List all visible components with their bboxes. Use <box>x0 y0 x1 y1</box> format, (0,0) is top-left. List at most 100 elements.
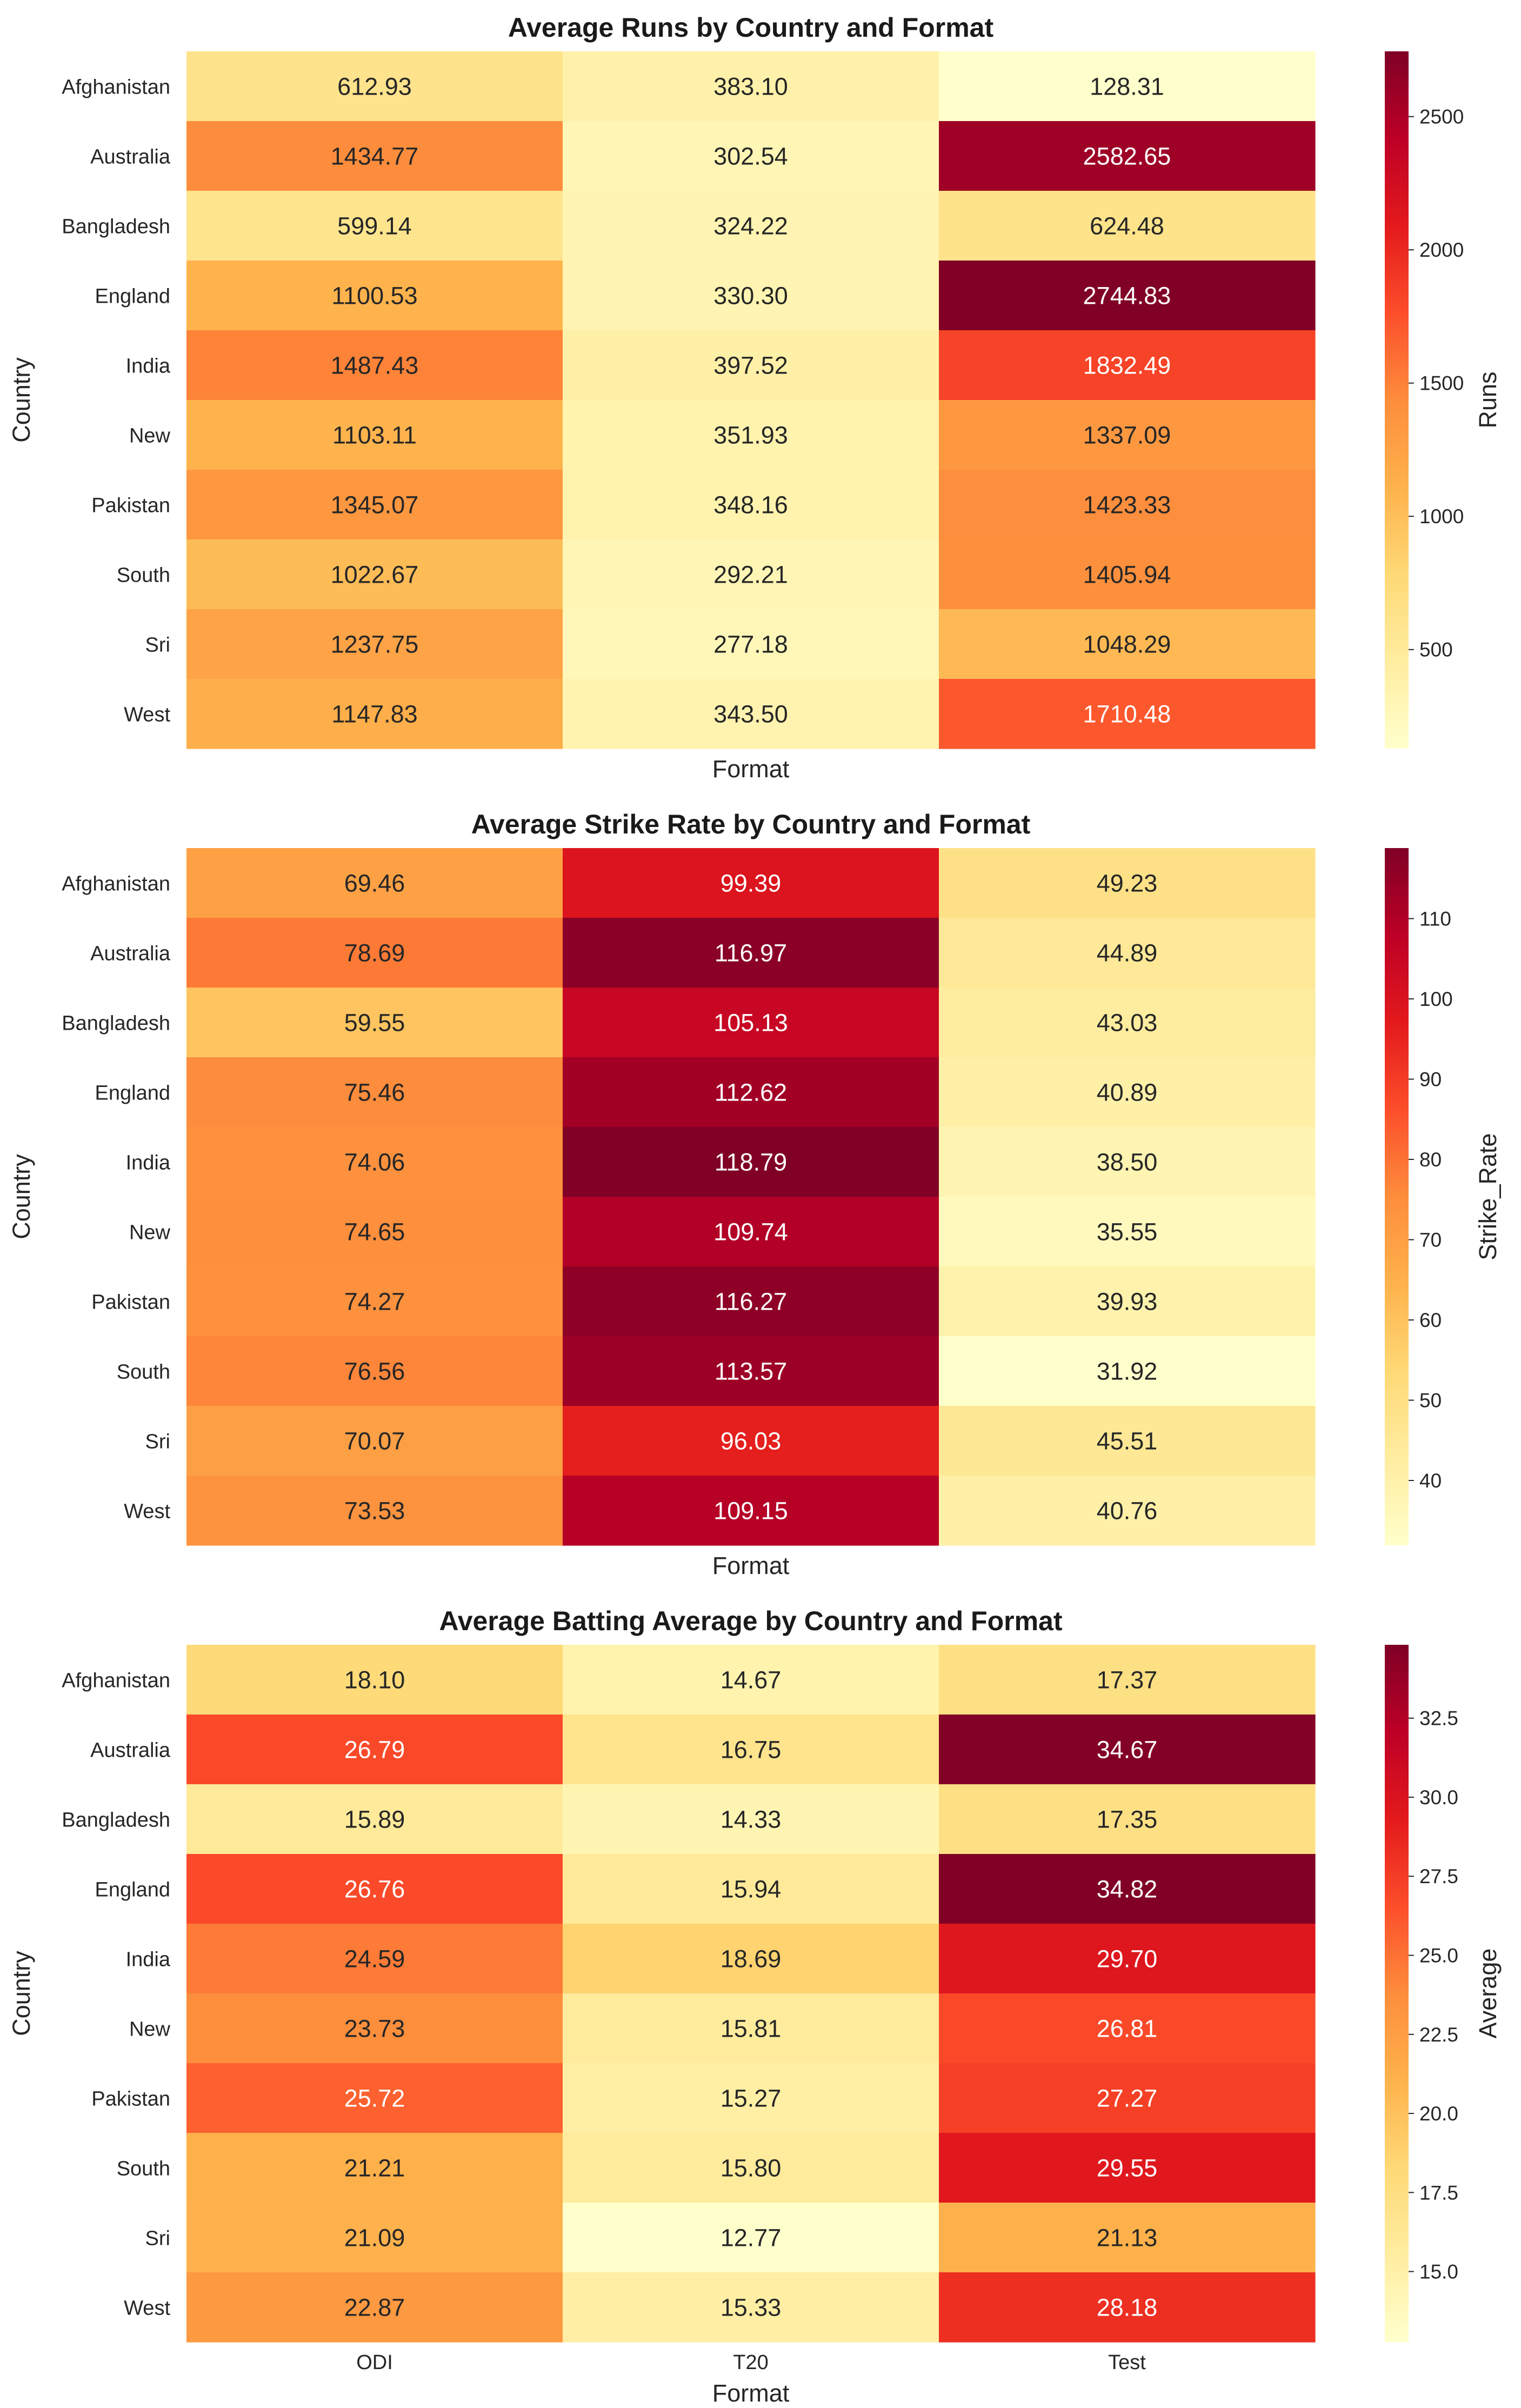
cell-value-label: 105.13 <box>713 1009 788 1037</box>
cell-value-label: 29.70 <box>1097 1945 1158 1973</box>
cell-value-label: 29.55 <box>1097 2154 1158 2182</box>
colorbar-tick-label: 50 <box>1419 1390 1442 1412</box>
y-tick-label: Australia <box>90 943 171 965</box>
heatmap-cell <box>563 1476 939 1546</box>
heatmap-panel-1: Average Runs by Country and Format 612.93… <box>8 12 1502 783</box>
heatmap-cell <box>939 1406 1316 1476</box>
colorbar-tick-label: 32.5 <box>1419 1707 1458 1730</box>
cell-value-label: 348.16 <box>713 491 788 519</box>
x-tick-label: T20 <box>733 2351 768 2374</box>
y-tick-label: Pakistan <box>91 2088 170 2111</box>
y-tick-label: Afghanistan <box>62 873 170 896</box>
heatmap-cell <box>939 51 1316 122</box>
heatmap-cell <box>563 1336 939 1406</box>
heatmap-cell <box>186 1854 563 1924</box>
y-tick-label: Afghanistan <box>62 76 170 99</box>
colorbar-tick-label: 22.5 <box>1419 2024 1458 2046</box>
heatmap-cell <box>563 121 939 191</box>
y-tick-label: South <box>117 2158 170 2180</box>
heatmap-cell <box>186 1924 563 1994</box>
heatmap-cell <box>186 400 563 470</box>
heatmap-cell <box>186 1266 563 1337</box>
y-tick-label: India <box>126 355 171 378</box>
heatmap-cell <box>563 2203 939 2273</box>
heatmap-cell <box>563 1127 939 1197</box>
cell-value-label: 18.69 <box>721 1945 782 1973</box>
heatmap-cell <box>563 679 939 749</box>
y-tick-label: New <box>129 425 171 448</box>
cell-value-label: 1022.67 <box>331 561 419 589</box>
heatmap-cell <box>939 1993 1316 2064</box>
heatmap-cell <box>186 261 563 331</box>
cell-value-label: 34.82 <box>1097 1876 1158 1903</box>
cell-value-label: 74.27 <box>344 1288 405 1316</box>
colorbar <box>1385 1645 1409 2342</box>
heatmap-cell <box>563 1784 939 1855</box>
cell-value-label: 49.23 <box>1097 870 1158 897</box>
cell-value-label: 15.27 <box>721 2085 782 2112</box>
cell-value-label: 15.94 <box>721 1876 782 1903</box>
heatmap-cell <box>563 470 939 540</box>
heatmap-cell <box>563 2063 939 2133</box>
x-axis-label: Format <box>712 2379 790 2407</box>
cell-value-label: 21.09 <box>344 2224 405 2252</box>
colorbar-tick-label: 27.5 <box>1419 1865 1458 1887</box>
cell-value-label: 397.52 <box>713 352 788 379</box>
cell-value-label: 277.18 <box>713 631 788 658</box>
cell-value-label: 70.07 <box>344 1428 405 1455</box>
heatmap-cell <box>186 1993 563 2064</box>
y-tick-label: Australia <box>90 1739 171 1762</box>
cell-value-label: 21.21 <box>344 2154 405 2182</box>
heatmap-cell <box>563 261 939 331</box>
heatmap-cell <box>939 539 1316 610</box>
cell-value-label: 39.93 <box>1097 1288 1158 1316</box>
heatmap-cell <box>186 191 563 261</box>
heatmap-cell <box>939 2272 1316 2343</box>
cell-value-label: 1832.49 <box>1083 352 1171 379</box>
cell-value-label: 383.10 <box>713 73 788 101</box>
cell-value-label: 112.62 <box>715 1079 787 1106</box>
heatmap-cell <box>186 1715 563 1785</box>
cell-value-label: 128.31 <box>1090 73 1164 101</box>
cell-value-label: 292.21 <box>713 561 788 589</box>
y-tick-label: England <box>95 1082 170 1105</box>
heatmap-cell <box>563 51 939 122</box>
cell-value-label: 12.77 <box>721 2224 782 2252</box>
heatmap-cell <box>186 1645 563 1715</box>
heatmap-cell <box>939 1127 1316 1197</box>
heatmap-cell <box>563 191 939 261</box>
heatmap-cell <box>563 2272 939 2343</box>
cell-value-label: 109.74 <box>713 1218 788 1246</box>
heatmap-cell <box>939 2203 1316 2273</box>
cell-value-label: 116.27 <box>715 1288 787 1316</box>
cell-value-label: 78.69 <box>344 939 405 967</box>
cell-value-label: 23.73 <box>344 2015 405 2043</box>
y-tick-label: England <box>95 285 170 308</box>
heatmap-cell <box>186 1476 563 1546</box>
colorbar-tick-label: 60 <box>1419 1309 1442 1331</box>
cell-value-label: 34.67 <box>1097 1736 1158 1764</box>
colorbar-tick-label: 1500 <box>1419 372 1464 395</box>
heatmap-cell <box>186 918 563 988</box>
cell-value-label: 76.56 <box>344 1358 405 1385</box>
cell-value-label: 17.37 <box>1097 1666 1158 1694</box>
heatmap-cell <box>939 1336 1316 1406</box>
cell-value-label: 75.46 <box>344 1079 405 1106</box>
heatmap-cell <box>939 400 1316 470</box>
heatmap-cell <box>939 191 1316 261</box>
cell-value-label: 74.65 <box>344 1218 405 1246</box>
y-tick-label: Sri <box>145 634 170 657</box>
cell-value-label: 109.15 <box>713 1497 788 1525</box>
heatmap-cell <box>563 1645 939 1715</box>
heatmap-cell <box>186 1127 563 1197</box>
heatmap-cell <box>939 1854 1316 1924</box>
heatmap-cell <box>186 848 563 918</box>
heatmap-cell <box>563 1057 939 1128</box>
cell-value-label: 113.57 <box>715 1358 787 1385</box>
cell-value-label: 44.89 <box>1097 939 1158 967</box>
cell-value-label: 1405.94 <box>1083 561 1171 589</box>
cell-value-label: 24.59 <box>344 1945 405 1973</box>
heatmap-cell <box>186 1197 563 1267</box>
cell-value-label: 69.46 <box>344 870 405 897</box>
heatmap-cell <box>939 848 1316 918</box>
